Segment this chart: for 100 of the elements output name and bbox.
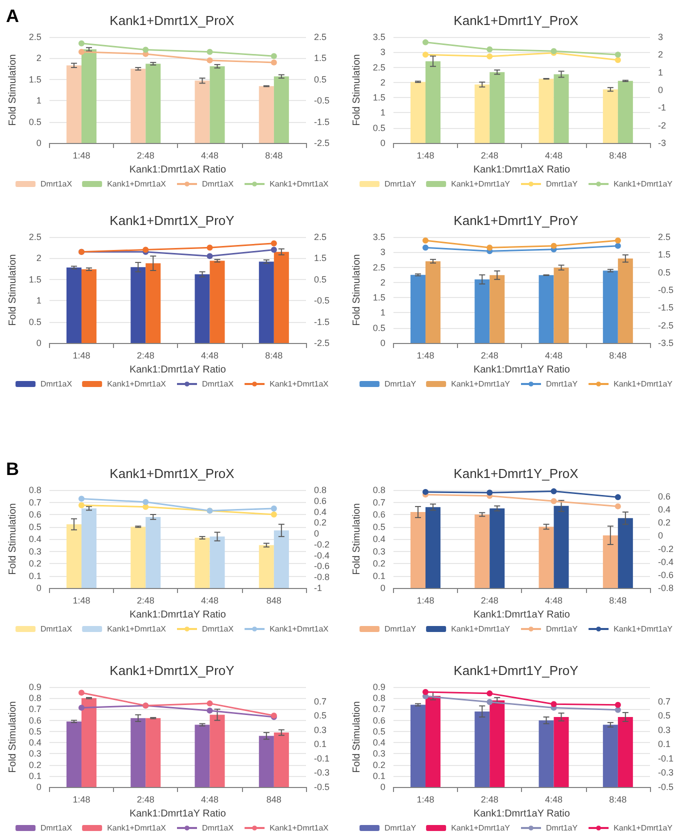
y2-tick-label: -0.3 [314, 768, 330, 778]
x-tick-label: 4:48 [201, 350, 219, 360]
y2-tick-label: 3 [658, 32, 664, 42]
bar [274, 530, 289, 588]
x-tick-label: 1:48 [72, 350, 90, 360]
y2-tick-label: -0.6 [314, 561, 330, 572]
bar [538, 78, 554, 143]
bar [81, 49, 96, 143]
point [486, 690, 493, 696]
bar [66, 524, 82, 588]
legend-label: Kank1+Dmrt1aX [107, 624, 167, 634]
y-tick-label: 0.5 [372, 322, 386, 333]
y-tick-label: 0.7 [372, 704, 386, 714]
y2-tick-label: -1.5 [314, 316, 330, 327]
y-axis-title: Fold Stimulation [352, 254, 362, 326]
x-tick-label: 1:48 [416, 150, 434, 160]
y-tick-label: 2 [36, 53, 42, 64]
bar [66, 268, 82, 343]
y-tick-label: 0 [36, 583, 42, 593]
y-tick-label: 3.5 [372, 232, 386, 242]
bar [194, 80, 210, 143]
bar [618, 717, 633, 787]
bar [618, 80, 633, 143]
x-tick-label: 2:48 [136, 596, 154, 606]
y-tick-label: 0.4 [372, 534, 386, 544]
y-tick-label: 0 [36, 138, 42, 148]
y2-tick-label: -1.5 [314, 116, 330, 127]
point [78, 40, 84, 46]
y-tick-label: 0.6 [28, 715, 42, 726]
y2-tick-label: 0.7 [658, 696, 671, 706]
y-axis-title: Fold Stimulation [8, 503, 18, 575]
y-axis-title: Fold Stimulation [352, 503, 362, 575]
y-tick-label: 0.8 [28, 485, 42, 495]
bar [490, 72, 505, 143]
y-tick-label: 2 [380, 277, 386, 288]
legend-label: Kank1+Dmrt1aX [270, 624, 330, 634]
text: A [6, 6, 19, 26]
y2-tick-label: 1.5 [314, 53, 327, 64]
legend-label: Kank1+Dmrt1aX [270, 824, 330, 832]
y-tick-label: 0.1 [28, 770, 42, 781]
y-tick-label: 0.5 [28, 116, 42, 127]
y-tick-label: 0.5 [372, 726, 386, 736]
y-tick-label: 0.2 [372, 558, 386, 568]
y2-tick-label: 0.4 [658, 504, 671, 515]
x-tick-label: 1:48 [72, 596, 90, 606]
chart-title: Kank1+Dmrt1Y_ProY [454, 213, 579, 228]
y2-tick-label: -0.4 [314, 550, 330, 560]
y-tick-label: 0.3 [28, 748, 42, 759]
y-tick-label: 0.5 [28, 522, 42, 532]
bar [210, 66, 225, 143]
y2-tick-label: 2.5 [658, 232, 671, 242]
y2-tick-label: 2 [658, 50, 664, 60]
y2-tick-label: -2.5 [314, 338, 330, 348]
y2-tick-label: 2.5 [314, 232, 327, 242]
y2-tick-label: 0.2 [314, 518, 327, 528]
x-tick-label: 1:48 [416, 596, 434, 606]
y-tick-label: 0.2 [372, 760, 386, 770]
x-axis-title: Kank1:Dmrt1aX Ratio [473, 164, 570, 176]
bar [274, 76, 289, 143]
legend-label: Kank1+Dmrt1aY [451, 180, 511, 188]
y-tick-label: 0 [380, 583, 386, 593]
x-tick-label: 2:48 [480, 150, 498, 160]
y-tick-label: 0.3 [28, 546, 42, 556]
y2-tick-label: 0.3 [314, 724, 327, 735]
legend-label: Kank1+Dmrt1aX [270, 180, 330, 188]
y-tick-label: 1 [36, 96, 42, 106]
y-axis-title: Fold Stimulation [352, 54, 362, 126]
point [614, 242, 621, 249]
point [206, 48, 213, 55]
x-tick-label: 4:48 [201, 596, 219, 606]
legend-label: Dmrt1aY [546, 624, 578, 634]
legend-label: Dmrt1aX [202, 180, 234, 188]
y2-tick-label: 0.5 [658, 267, 671, 278]
legend-label: Kank1+Dmrt1aY [451, 380, 511, 388]
point [78, 690, 84, 696]
y2-tick-label: 2.5 [314, 32, 327, 42]
legend-label: Dmrt1aY [546, 824, 578, 832]
legend-label: Kank1+Dmrt1aY [451, 624, 511, 634]
y2-tick-label: -0.2 [658, 544, 674, 554]
x-tick-label: 2:48 [136, 794, 154, 804]
bar [474, 84, 490, 143]
y2-tick-label: -3 [658, 138, 666, 148]
point [614, 702, 621, 708]
legend-label: Kank1+Dmrt1aX [107, 824, 167, 832]
bar [130, 718, 146, 787]
legend-label: Dmrt1aX [202, 380, 234, 388]
bar [194, 724, 210, 787]
y-tick-label: 1.5 [28, 274, 42, 284]
y-tick-label: 0.6 [372, 510, 386, 520]
y-tick-label: 0.1 [372, 770, 386, 781]
x-tick-label: 8:48 [609, 596, 627, 606]
y-tick-label: 3.5 [372, 32, 386, 42]
legend-label: Dmrt1aX [40, 824, 73, 832]
y2-tick-label: -0.5 [314, 782, 330, 792]
y2-tick-label: 0 [658, 530, 664, 541]
y-tick-label: 0 [36, 338, 42, 348]
y-tick-label: 1.5 [372, 292, 386, 303]
bar [554, 506, 569, 588]
y2-tick-label: 0.6 [314, 496, 327, 506]
y-tick-label: 0.2 [28, 760, 42, 770]
